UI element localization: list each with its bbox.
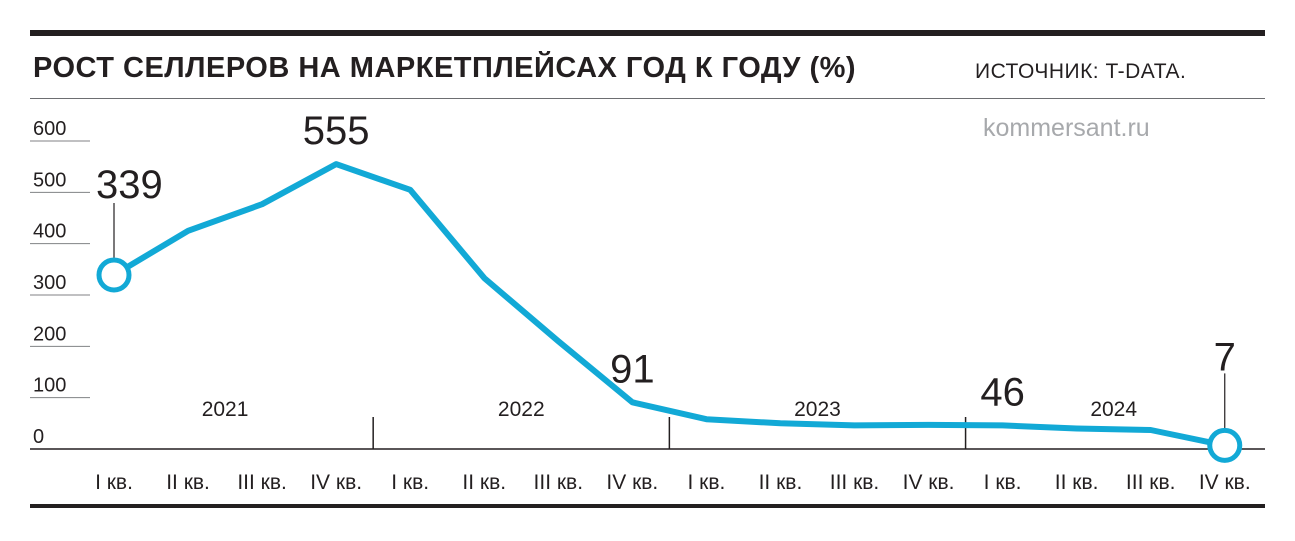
year-label: 2023 [794, 398, 841, 421]
x-tick-label: III кв. [1126, 471, 1176, 494]
y-tick-label: 100 [33, 375, 66, 397]
year-label: 2022 [498, 398, 545, 421]
y-tick-label: 300 [33, 272, 66, 294]
data-label: 555 [303, 109, 370, 153]
data-label: 91 [610, 347, 655, 391]
x-tick-label: II кв. [1055, 471, 1099, 494]
y-tick-label: 400 [33, 221, 66, 243]
x-tick-label: I кв. [687, 471, 725, 494]
y-tick-label: 0 [33, 426, 44, 448]
y-tick-label: 500 [33, 169, 66, 191]
x-tick-label: IV кв. [606, 471, 658, 494]
top-rule [30, 30, 1265, 36]
data-label: 46 [980, 370, 1025, 414]
point-marker [96, 257, 132, 293]
year-label: 2024 [1090, 398, 1137, 421]
x-tick-label: IV кв. [1199, 471, 1251, 494]
x-tick-label: I кв. [391, 471, 429, 494]
x-tick-label: III кв. [830, 471, 880, 494]
brand-watermark: kommersant.ru [983, 114, 1150, 142]
y-tick-label: 600 [33, 118, 66, 140]
x-tick-label: II кв. [166, 471, 210, 494]
year-label: 2021 [202, 398, 249, 421]
series-line [111, 161, 1228, 449]
header-divider [30, 98, 1265, 99]
x-tick-label: III кв. [534, 471, 584, 494]
x-tick-label: IV кв. [310, 471, 362, 494]
x-tick-label: I кв. [95, 471, 133, 494]
x-tick-label: II кв. [759, 471, 803, 494]
y-tick-label: 200 [33, 323, 66, 345]
x-tick-label: II кв. [462, 471, 506, 494]
x-tick-label: III кв. [237, 471, 287, 494]
data-label: 7 [1214, 335, 1236, 379]
source-note: ИСТОЧНИК: T-DATA. [975, 60, 1187, 83]
chart-title: РОСТ СЕЛЛЕРОВ НА МАРКЕТПЛЕЙСАХ ГОД К ГОД… [33, 52, 857, 84]
data-label: 339 [96, 163, 163, 207]
x-tick-label: IV кв. [903, 471, 955, 494]
point-marker [1207, 427, 1243, 463]
x-tick-label: I кв. [984, 471, 1022, 494]
bottom-rule [30, 504, 1265, 508]
